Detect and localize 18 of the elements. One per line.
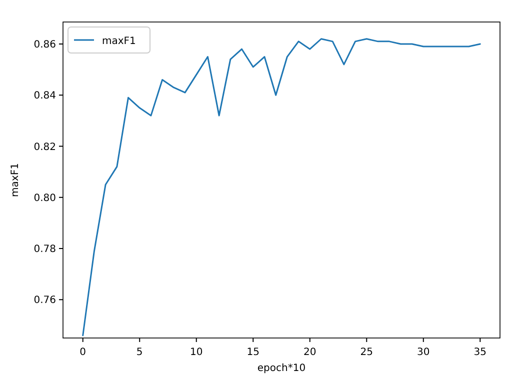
- x-tick-label: 5: [136, 347, 143, 358]
- x-tick-label: 25: [360, 347, 373, 358]
- x-tick-label: 20: [304, 347, 316, 358]
- x-tick-label: 30: [417, 347, 430, 358]
- x-tick-label: 35: [474, 347, 487, 358]
- y-tick-label: 0.76: [34, 295, 56, 306]
- line-series: [82, 38, 481, 336]
- legend-label: maxF1: [102, 36, 136, 47]
- x-tick-label: 0: [80, 347, 86, 358]
- y-tick-label: 0.80: [34, 192, 56, 204]
- x-tick-label: 10: [190, 347, 203, 358]
- y-axis-title: maxF1: [10, 163, 21, 197]
- y-tick-label: 0.86: [34, 39, 56, 50]
- y-tick-label: 0.82: [34, 142, 56, 153]
- y-tick-label: 0.78: [34, 244, 56, 256]
- y-tick-label: 0.84: [34, 90, 56, 102]
- x-tick-label: 15: [246, 347, 260, 358]
- x-axis-title: epoch*10: [257, 363, 306, 374]
